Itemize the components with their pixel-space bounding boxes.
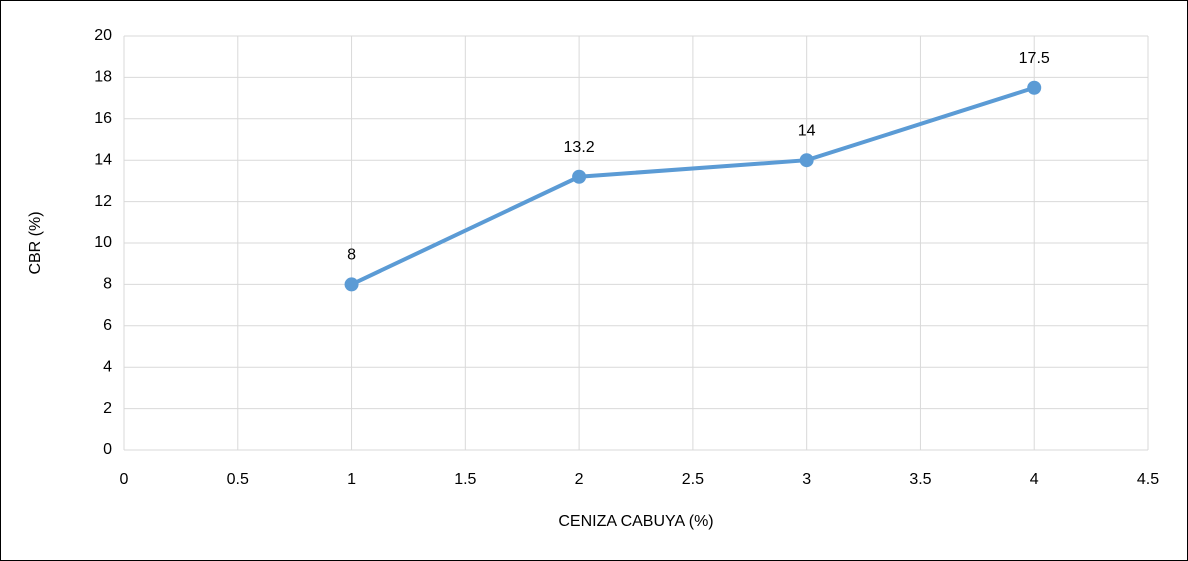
data-point: [344, 277, 359, 292]
x-axis-label: CENIZA CABUYA (%): [558, 513, 713, 530]
x-tick-label: 3.5: [909, 471, 931, 488]
x-tick-label: 1: [347, 471, 356, 488]
x-tick-label: 2: [575, 471, 584, 488]
y-tick-label: 2: [103, 400, 112, 417]
y-tick-label: 12: [94, 193, 112, 210]
data-line: [350, 85, 1035, 287]
y-tick-label: 10: [94, 234, 112, 251]
y-tick-label: 18: [94, 69, 112, 86]
x-tick-label: 3: [802, 471, 811, 488]
y-tick-label: 16: [94, 110, 112, 127]
data-point: [572, 169, 587, 184]
y-tick-label: 4: [103, 358, 112, 375]
data-label: 8: [347, 247, 356, 264]
y-tick-label: 6: [103, 317, 112, 334]
y-axis-label: CBR (%): [27, 211, 44, 274]
x-tick-label: 4.5: [1137, 471, 1159, 488]
data-point: [1027, 80, 1042, 95]
y-tick-label: 14: [94, 151, 112, 168]
y-tick-label: 0: [103, 441, 112, 458]
y-tick-label: 8: [103, 276, 112, 293]
x-tick-label: 4: [1030, 471, 1039, 488]
data-label: 14: [798, 122, 816, 139]
data-label: 13.2: [564, 139, 595, 156]
x-tick-label: 1.5: [454, 471, 476, 488]
x-tick-label: 0: [120, 471, 129, 488]
data-point: [799, 153, 814, 168]
x-tick-label: 2.5: [682, 471, 704, 488]
y-tick-label: 20: [94, 27, 112, 44]
data-label: 17.5: [1019, 50, 1050, 67]
x-tick-label: 0.5: [227, 471, 249, 488]
